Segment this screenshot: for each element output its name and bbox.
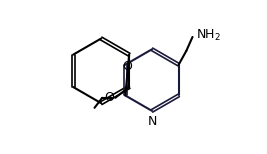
Text: N: N [147,115,157,128]
Text: O: O [122,60,132,73]
Text: NH$_2$: NH$_2$ [196,28,221,43]
Text: O: O [104,91,114,103]
